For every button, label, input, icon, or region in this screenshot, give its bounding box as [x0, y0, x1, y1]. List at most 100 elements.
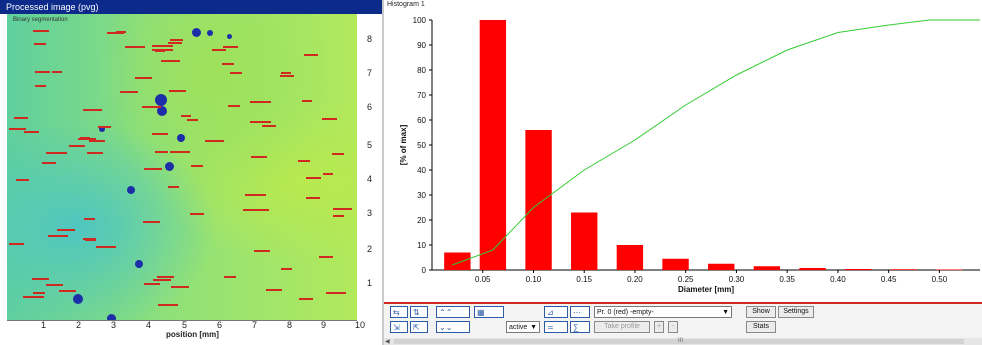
particle-annotation [266, 289, 282, 291]
particle-annotation [299, 298, 313, 300]
y-tick-label: 2 [367, 244, 373, 254]
y-tick-label: 100 [413, 16, 427, 25]
stats-button[interactable]: Stats [746, 321, 776, 333]
particle-annotation [245, 194, 266, 196]
x-tick-label: 6 [217, 320, 223, 330]
histogram-bar [753, 266, 781, 270]
y-tick-label: 70 [417, 91, 426, 100]
processed-image[interactable]: Binary segmentation [7, 14, 357, 320]
particle-annotation [228, 105, 240, 107]
scale-icon[interactable]: ⌃⌃ [436, 306, 470, 318]
active-select[interactable]: active ▼ [506, 321, 540, 333]
histogram-bar [799, 268, 826, 270]
x-tick-label: 1 [41, 320, 47, 330]
red-separator [384, 302, 982, 304]
particle-annotation [83, 109, 102, 111]
particle-annotation [170, 39, 183, 41]
x-tick-label: 0.50 [932, 275, 948, 284]
particle-annotation [333, 208, 352, 210]
particle-annotation [59, 290, 76, 292]
fit-y-icon[interactable]: ⇅ [410, 306, 428, 318]
image-note: Binary segmentation [13, 17, 68, 23]
particle-annotation [152, 49, 173, 51]
remove-profile-button[interactable]: - [668, 321, 678, 333]
particle-annotation [251, 156, 267, 158]
particle-annotation [35, 71, 50, 73]
take-profile-button[interactable]: Take profile [594, 321, 650, 333]
zoom-in-icon[interactable]: ⇲ [390, 321, 408, 333]
particle-annotation [9, 128, 26, 130]
particle-annotation [323, 173, 333, 175]
chevron-down-icon: ▼ [530, 324, 537, 331]
histogram-title: Histogram 1 [387, 1, 425, 8]
particle-blob [227, 34, 232, 39]
particle-annotation [187, 119, 198, 121]
add-profile-button[interactable]: + [654, 321, 664, 333]
horizontal-scrollbar[interactable]: ◀ III [384, 338, 982, 345]
particle-annotation [212, 49, 226, 51]
particle-annotation [322, 118, 337, 120]
axis-icon[interactable]: ≍ [544, 321, 568, 333]
particle-annotation [230, 72, 242, 74]
x-tick-label: 0.15 [576, 275, 592, 284]
zoom-out-icon[interactable]: ⇱ [410, 321, 428, 333]
processed-image-panel: Processed image (pvg) Binary segmentatio… [0, 0, 382, 345]
x-tick-label: 9 [321, 320, 327, 330]
particle-blob [165, 162, 174, 171]
stats-icon[interactable]: ∑ [570, 321, 590, 333]
histogram-bar [936, 269, 963, 271]
particle-annotation [333, 215, 344, 217]
histogram-bar [890, 269, 918, 270]
x-tick-label: 0.35 [779, 275, 795, 284]
profile-icon[interactable]: ⋯ [570, 306, 590, 318]
y-tick-label: 80 [417, 66, 426, 75]
panel-splitter[interactable] [382, 0, 384, 345]
particle-annotation [168, 186, 179, 188]
histogram-bar [571, 212, 598, 270]
particle-annotation [89, 140, 105, 142]
histogram-bar [479, 20, 507, 270]
fit-x-icon[interactable]: ⇆ [390, 306, 408, 318]
particle-annotation [152, 133, 168, 135]
x-tick-label: 8 [287, 320, 293, 330]
x-axis-label: position [mm] [166, 330, 219, 339]
particle-annotation [205, 140, 224, 142]
particle-annotation [326, 292, 346, 294]
grid-icon[interactable]: ▦ [474, 306, 504, 318]
particle-annotation [170, 151, 190, 153]
scrollbar-thumb[interactable]: III [394, 338, 964, 344]
particle-annotation [243, 209, 256, 211]
particle-blob [155, 94, 167, 106]
scroll-left-icon[interactable]: ◀ [385, 339, 390, 345]
particle-annotation [87, 152, 103, 154]
y-tick-label: 10 [417, 241, 426, 250]
show-button[interactable]: Show [746, 306, 776, 318]
settings-button[interactable]: Settings [778, 306, 814, 318]
y-tick-label: 7 [367, 68, 373, 78]
y-tick-label: 8 [367, 34, 373, 44]
flip-icon[interactable]: ⌄⌄ [436, 321, 470, 333]
particle-annotation [144, 168, 162, 170]
particle-annotation [84, 218, 95, 220]
particle-blob [157, 106, 167, 116]
y-tick-label: 6 [367, 102, 373, 112]
histogram-bar [525, 130, 552, 270]
y-tick-label: 50 [417, 141, 426, 150]
particle-annotation [142, 106, 161, 108]
cumulative-curve [452, 19, 980, 266]
range-icon[interactable]: ⊿ [544, 306, 568, 318]
particle-annotation [80, 137, 90, 139]
particle-annotation [9, 243, 24, 245]
particle-annotation [144, 283, 160, 285]
profile-select[interactable]: Pr. 0 (red) -empty- ▼ [594, 306, 732, 318]
histogram-bar [845, 269, 872, 270]
particle-blob [73, 294, 83, 304]
active-select-value: active [509, 324, 528, 331]
particle-annotation [69, 145, 85, 147]
particle-annotation [32, 278, 49, 280]
particle-annotation [46, 152, 67, 154]
particle-annotation [48, 235, 68, 237]
particle-annotation [35, 85, 46, 87]
x-tick-label: 0.10 [526, 275, 542, 284]
particle-annotation [34, 43, 46, 45]
